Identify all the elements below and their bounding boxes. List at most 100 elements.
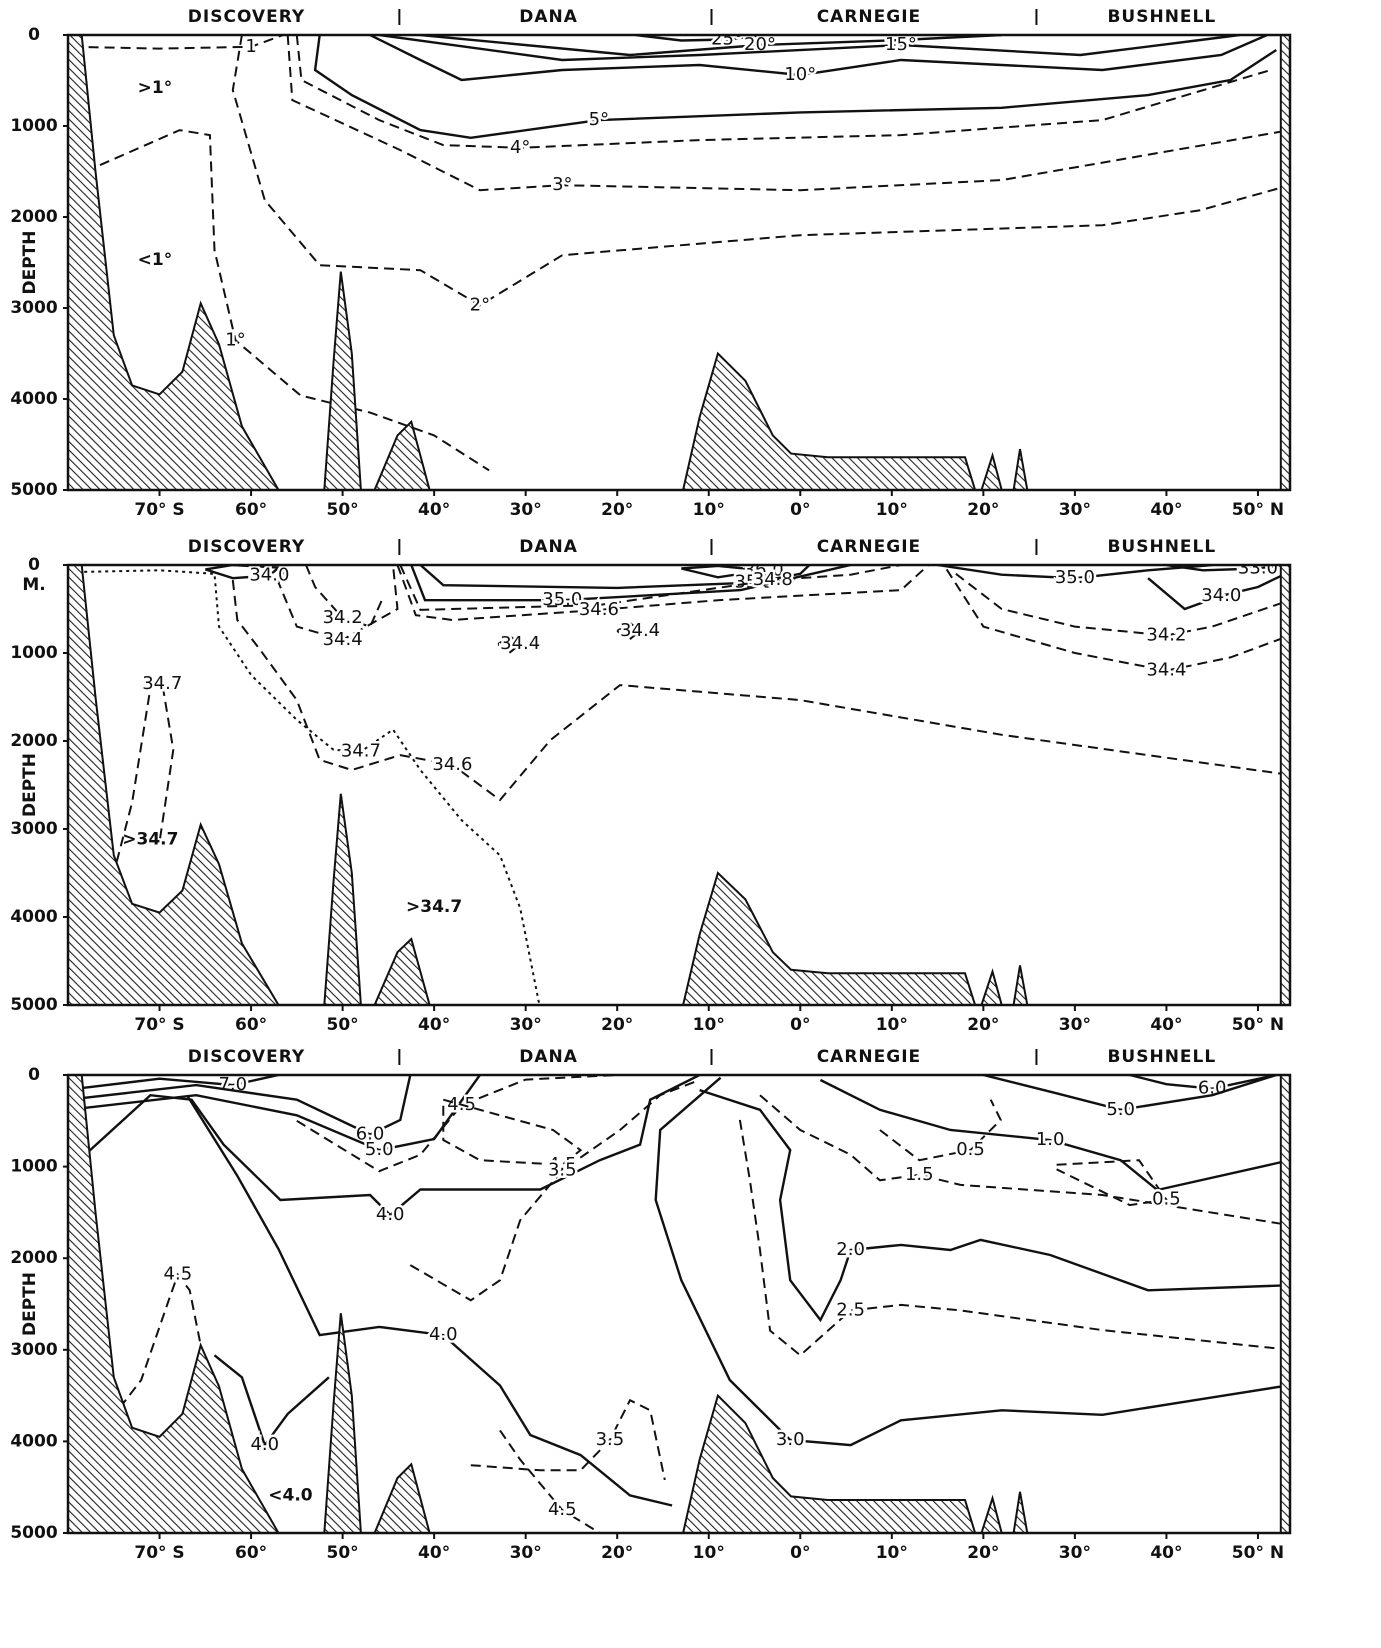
contour-label: 34.0: [249, 565, 289, 586]
contour-label: 5°: [589, 109, 609, 130]
contour-line: [313, 35, 1277, 140]
contour-label: 1.5: [905, 1164, 934, 1185]
contour-label: 34.2: [1146, 624, 1186, 645]
x-tick-label: 60°: [235, 500, 267, 520]
sea-floor: [1279, 565, 1290, 1005]
plot-frame: [66, 1073, 1292, 1535]
contour-line: [635, 35, 764, 42]
x-tick-label: 20°: [601, 1543, 633, 1563]
x-tick-label: 30°: [510, 1015, 542, 1035]
contour-line: [470, 1398, 666, 1481]
contour-label: 2.0: [836, 1239, 865, 1260]
contour-line: [99, 129, 490, 472]
contour-line: [1166, 565, 1286, 572]
section-panel: 36.035.535.035.034.834.634.434.234.034.4…: [10, 537, 1292, 1035]
sea-floor: [1279, 1075, 1290, 1533]
contour-line: [68, 1075, 412, 1136]
contour-line: [1129, 1075, 1277, 1090]
y-tick-label: 4000: [10, 389, 57, 409]
y-tick-label: 2000: [10, 1248, 57, 1268]
x-tick-label: 70° S: [134, 1543, 184, 1563]
annotation: >34.7: [122, 830, 178, 850]
contour-line: [654, 1076, 1290, 1447]
x-tick-label: 30°: [510, 1543, 542, 1563]
x-tick-label: 40°: [418, 1543, 450, 1563]
contour-label: 34.4: [500, 633, 540, 654]
sea-floor: [373, 937, 431, 1005]
contour-label: 4°: [510, 137, 530, 158]
sea-floor: [1012, 1491, 1029, 1533]
sea-floor: [682, 1393, 977, 1533]
y-tick-label: 3000: [10, 819, 57, 839]
contour-line: [295, 35, 1272, 149]
x-tick-label: 10°: [693, 1015, 725, 1035]
contour-label: 34.4: [620, 620, 660, 641]
contour-label: 1.0: [1036, 1129, 1065, 1150]
sea-floor: [323, 271, 362, 490]
section-name: CARNEGIE: [817, 537, 921, 557]
contour-label: 34.4: [323, 629, 363, 650]
contour-line: [277, 565, 399, 641]
contour-line: [396, 565, 930, 622]
contour-line: [937, 565, 1213, 580]
plot-area: 36.035.535.035.034.834.634.434.234.034.4…: [68, 558, 1290, 1005]
y-tick-label: 1000: [10, 643, 57, 663]
section-name: DISCOVERY: [188, 1047, 305, 1067]
x-tick-label: 0°: [790, 500, 810, 520]
contour-line: [68, 1075, 279, 1091]
contour-line: [231, 35, 1290, 307]
contour-line: [738, 1119, 1290, 1357]
contour-label: 34.7: [341, 741, 381, 762]
section-name: DANA: [519, 1047, 578, 1067]
sea-floor: [68, 565, 280, 1005]
contour-line: [399, 565, 902, 611]
x-tick-label: 50° N: [1232, 500, 1284, 520]
contour-label: 33.0: [1238, 558, 1278, 579]
annotation: <4.0: [268, 1485, 313, 1505]
y-axis-label: DEPTH: [20, 753, 40, 817]
contour-line: [72, 35, 284, 50]
contour-line: [296, 1075, 618, 1173]
contour-label: 1°: [225, 329, 245, 350]
sea-floor: [1279, 35, 1290, 490]
sea-floor: [980, 968, 1003, 1005]
sea-floor: [373, 1462, 431, 1533]
section-name: DISCOVERY: [188, 537, 305, 557]
contour-label: 34.6: [579, 599, 619, 620]
x-tick-label: 40°: [418, 500, 450, 520]
x-tick-label: 10°: [693, 500, 725, 520]
contour-label: 3.5: [596, 1429, 625, 1450]
x-tick-label: 30°: [510, 500, 542, 520]
contour-label: 4.5: [548, 1154, 577, 1175]
y-tick-label: 5000: [10, 1523, 57, 1543]
x-tick-label: 60°: [235, 1543, 267, 1563]
y-axis-label: DEPTH: [20, 1272, 40, 1336]
x-tick-label: 30°: [1059, 1543, 1091, 1563]
y-tick-label: 2000: [10, 731, 57, 751]
contour-label: 35.0: [1055, 567, 1095, 588]
y-tick-label: 0: [28, 1065, 40, 1085]
contour-line: [955, 573, 1290, 637]
sea-floor: [682, 871, 977, 1005]
sea-floor: [323, 793, 362, 1005]
contour-label: 34.0: [1201, 585, 1241, 606]
annotation: <1°: [138, 250, 173, 270]
unit-label: M.: [22, 575, 45, 595]
contour-line: [983, 1075, 1277, 1112]
section-name: BUSHNELL: [1107, 537, 1216, 557]
y-tick-label: 3000: [10, 298, 57, 318]
contour-label: 35.0: [542, 589, 582, 610]
y-tick-label: 5000: [10, 995, 57, 1015]
x-tick-label: 50°: [327, 1543, 359, 1563]
contour-line: [369, 35, 1268, 82]
x-tick-label: 40°: [418, 1015, 450, 1035]
contour-label: 4.0: [250, 1434, 279, 1455]
contour-label: 4.5: [548, 1499, 577, 1520]
section-name: CARNEGIE: [817, 1047, 921, 1067]
contour-line: [497, 634, 522, 655]
y-tick-label: 1000: [10, 116, 57, 136]
contour-line: [305, 565, 385, 628]
y-tick-label: 2000: [10, 207, 57, 227]
x-tick-label: 10°: [693, 1543, 725, 1563]
